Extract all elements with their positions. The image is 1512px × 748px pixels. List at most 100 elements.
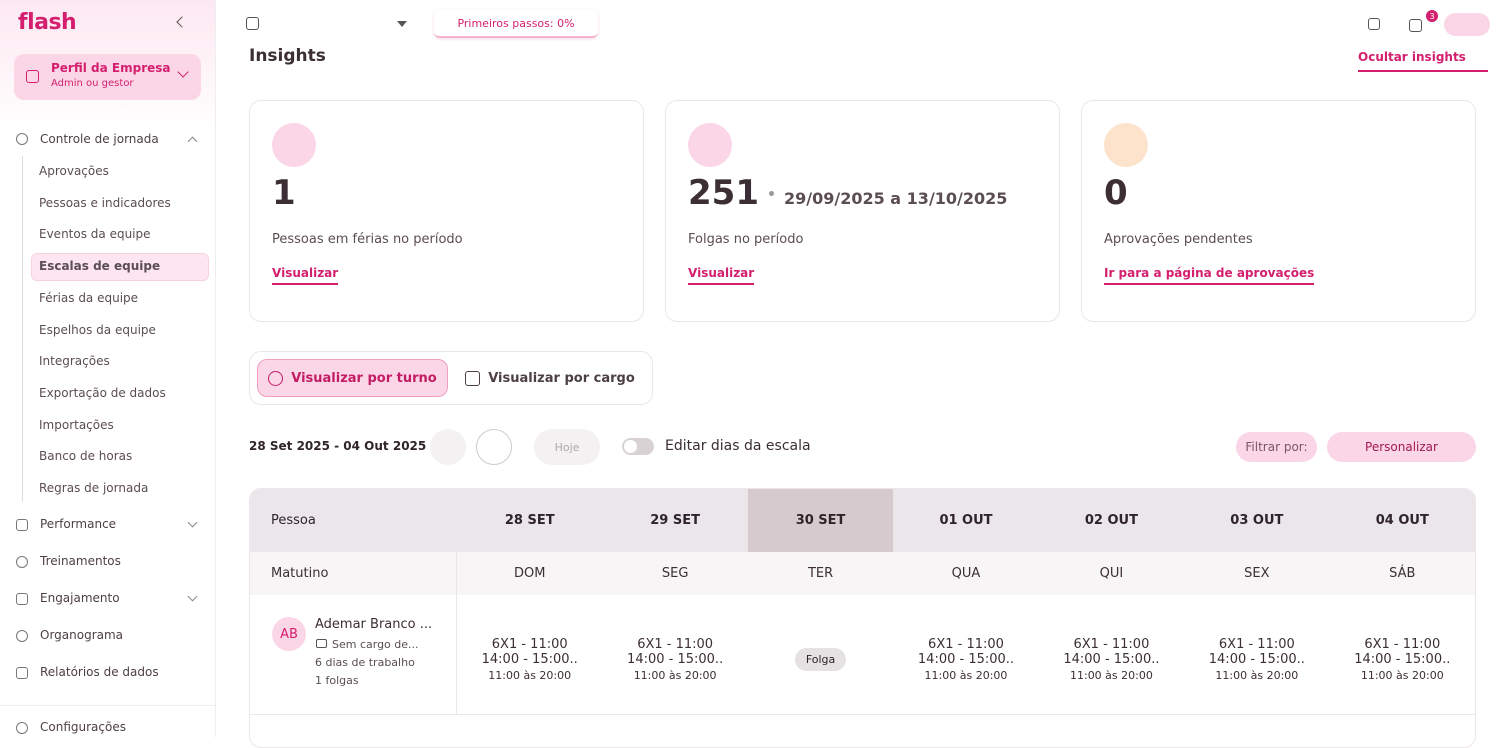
column-header: 29 SET (602, 489, 748, 552)
icon (16, 593, 28, 605)
chevron (187, 591, 198, 602)
card-icon (272, 123, 316, 167)
shift-schedule: 6X1 - 11:00 (928, 637, 1004, 652)
icon (16, 630, 28, 642)
shift-hours: 11:00 às 20:00 (1069, 669, 1153, 682)
card-link[interactable]: Visualizar (688, 266, 755, 285)
icon (16, 667, 28, 679)
separator-dot (768, 190, 774, 196)
day-off-tag: Folga (794, 648, 847, 671)
shift-break: 14:00 - 15:00.. (917, 652, 1015, 667)
nav-group[interactable]: Controle de jornada (40, 132, 159, 146)
nav-item[interactable]: Regras de jornada (39, 481, 149, 495)
card-label: Aprovações pendentes (1104, 232, 1253, 247)
nav-section[interactable]: Configurações (40, 720, 126, 734)
chevron (177, 66, 189, 78)
shift-break: 14:00 - 15:00.. (627, 652, 724, 667)
nav-item[interactable]: Pessoas e indicadores (39, 195, 171, 210)
view-button[interactable]: Visualizar por cargo (460, 359, 640, 397)
next-button[interactable] (476, 429, 512, 465)
nav-section[interactable]: Relatórios de dados (40, 665, 159, 679)
card-icon (688, 123, 732, 167)
dropdown-caret[interactable] (397, 21, 407, 27)
icon (16, 133, 28, 145)
shift-schedule: 6X1 - 11:00 (1218, 637, 1295, 652)
shift-hours: 11:00 às 20:00 (1360, 669, 1444, 682)
main: Primeiros passos: 0% 3 Insights Ocultar ins… (216, 0, 1512, 748)
card-link[interactable]: Visualizar (272, 266, 339, 285)
first-steps[interactable]: Primeiros passos: 0% (434, 10, 598, 38)
work-days: 6 dias de trabalho (315, 656, 415, 669)
column-header: 04 OUT (1329, 489, 1475, 552)
profile-switcher[interactable]: Perfil da Empresa Admin ou gestor (14, 54, 201, 100)
card-period: 29/09/2025 a 13/10/2025 (783, 189, 1008, 208)
nav-section[interactable]: Performance (40, 517, 117, 531)
first-steps-label: Primeiros passos: 0% (457, 16, 575, 30)
shift-schedule: 6X1 - 11:00 (637, 637, 714, 652)
collapse-button[interactable] (176, 16, 188, 28)
shift-break: 14:00 - 15:00.. (1208, 652, 1305, 667)
column-header: 28 SET (457, 489, 603, 552)
sidebar: flash Perfil da Empresa Admin ou gestor Con… (0, 0, 216, 737)
icon (16, 519, 28, 531)
nav-item[interactable]: Importações (39, 417, 114, 432)
today-button[interactable]: Hoje (534, 429, 600, 465)
avatar-menu[interactable] (1444, 13, 1490, 36)
day-cell: 6X1 - 11:00 14:00 - 15:00.. 11:00 às 20:00 (1184, 595, 1330, 715)
column-subheader: TER (747, 552, 894, 595)
logo[interactable]: flash (18, 10, 77, 35)
card-value-row: 0 (1104, 173, 1128, 213)
shift-schedule: 6X1 - 11:00 (1073, 637, 1150, 652)
person-name: Ademar Branco ... (315, 617, 433, 632)
day-cell: 6X1 - 11:00 14:00 - 15:00.. 11:00 às 20:00 (457, 595, 603, 715)
nav-section[interactable]: Engajamento (40, 591, 120, 605)
nav-item[interactable]: Espelhos da equipe (39, 322, 156, 337)
icon (1368, 18, 1380, 30)
icon (16, 556, 28, 568)
shift-hours: 11:00 às 20:00 (1215, 669, 1299, 682)
nav-item[interactable]: Exportação de dados (39, 385, 166, 400)
shift-schedule: 6X1 - 11:00 (491, 637, 568, 652)
insight-card: 0 Aprovações pendentes Ir para a página de… (1081, 100, 1476, 322)
column-subheader: QUI (1038, 552, 1185, 595)
nav-item[interactable]: Escalas de equipe (39, 259, 161, 274)
customize-button[interactable]: Personalizar (1327, 432, 1476, 462)
column-subheader: DOM (457, 552, 603, 595)
card-value: 1 (272, 173, 296, 213)
day-cell: 6X1 - 11:00 14:00 - 15:00.. 11:00 às 20:00 (602, 595, 748, 715)
column-header: 02 OUT (1038, 489, 1185, 552)
column-subheader: QUA (893, 552, 1039, 595)
shift-hours: 11:00 às 20:00 (488, 669, 572, 682)
divider (0, 705, 215, 706)
view-label: Visualizar por cargo (488, 370, 635, 386)
column-subheader: Matutino (250, 552, 457, 595)
card-value-row: 1 (272, 173, 296, 213)
view-label: Visualizar por turno (291, 370, 437, 386)
nav-section[interactable]: Treinamentos (40, 554, 121, 568)
card-link[interactable]: Ir para a página de aprovações (1104, 266, 1315, 285)
column-header: 30 SET (747, 489, 894, 552)
profile-title: Perfil da Empresa (51, 61, 171, 75)
card-label: Folgas no período (688, 232, 804, 247)
nav-item[interactable]: Aprovações (39, 164, 109, 178)
day-cell: 6X1 - 11:00 14:00 - 15:00.. 11:00 às 20:00 (1038, 595, 1185, 715)
profile-subtitle: Admin ou gestor (51, 78, 134, 89)
icon (1409, 19, 1422, 32)
edit-toggle[interactable] (622, 438, 654, 455)
nav-item[interactable]: Banco de horas (39, 449, 133, 464)
view-button[interactable]: Visualizar por turno (257, 359, 448, 397)
hide-insights[interactable]: Ocultar insights (1358, 50, 1488, 72)
nav-item[interactable]: Eventos da equipe (39, 227, 151, 242)
avatar: AB (272, 617, 306, 651)
shift-schedule: 6X1 - 11:00 (1364, 637, 1441, 652)
nav-section[interactable]: Organograma (40, 628, 124, 642)
days-off: 1 folgas (315, 674, 359, 687)
nav-item[interactable]: Integrações (39, 354, 110, 369)
active-bg (31, 253, 209, 282)
prev-button[interactable] (430, 429, 466, 465)
nav-item[interactable]: Férias da equipe (39, 290, 139, 305)
view-icon (465, 370, 481, 386)
icon (16, 722, 28, 734)
column-subheader: SEG (602, 552, 748, 595)
